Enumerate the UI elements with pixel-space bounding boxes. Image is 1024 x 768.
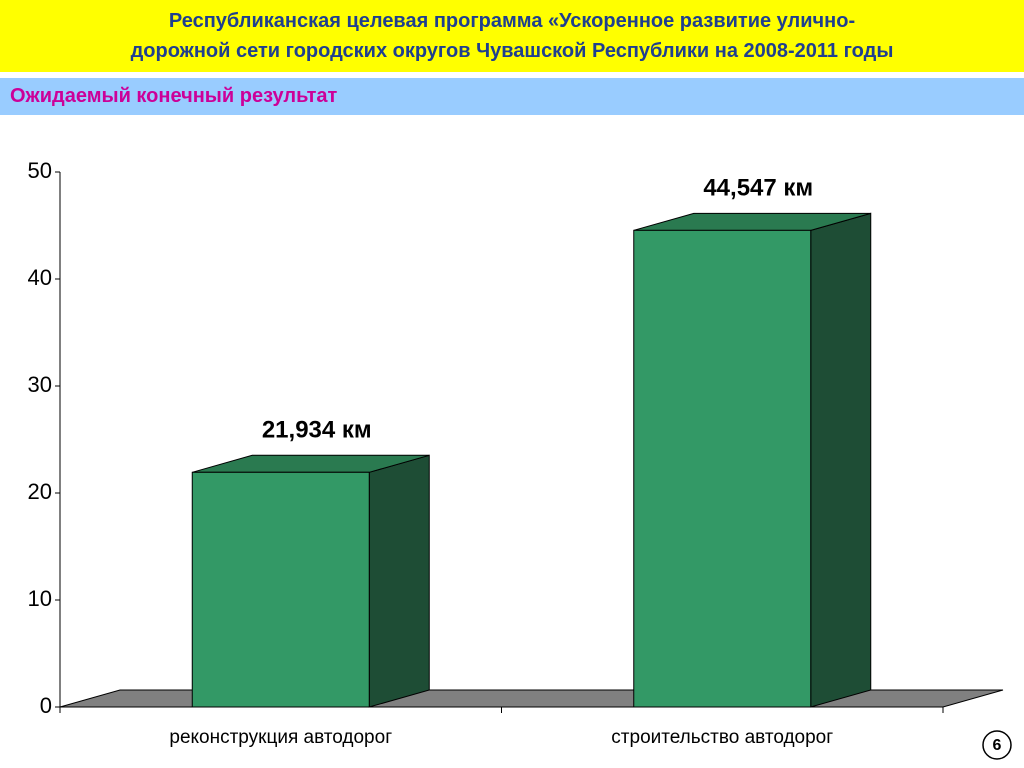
y-tick-label: 0 bbox=[40, 693, 52, 718]
value-label: 21,934 км bbox=[262, 417, 372, 444]
bar-side bbox=[368, 454, 430, 708]
header: Республиканская целевая программа «Ускор… bbox=[0, 0, 1024, 72]
x-tick-label: строительство автодорог bbox=[611, 727, 833, 748]
subheader: Ожидаемый конечный результат bbox=[0, 78, 1024, 115]
y-tick-label: 20 bbox=[28, 479, 52, 504]
x-tick-label: реконструкция автодорог bbox=[169, 727, 392, 748]
y-tick-label: 40 bbox=[28, 265, 52, 290]
page-number-circle bbox=[982, 730, 1012, 760]
header-title-line: дорожной сети городских округов Чувашско… bbox=[130, 40, 894, 62]
y-tick-label: 10 bbox=[28, 586, 52, 611]
bar bbox=[633, 229, 812, 708]
y-tick-label: 50 bbox=[28, 158, 52, 183]
header-title-line: Республиканская целевая программа «Ускор… bbox=[168, 10, 856, 32]
y-tick-label: 30 bbox=[28, 372, 52, 397]
bar-side bbox=[810, 212, 872, 708]
page-number: 6 bbox=[993, 737, 1002, 754]
bar bbox=[191, 471, 370, 708]
value-label: 44,547 км bbox=[703, 175, 813, 202]
